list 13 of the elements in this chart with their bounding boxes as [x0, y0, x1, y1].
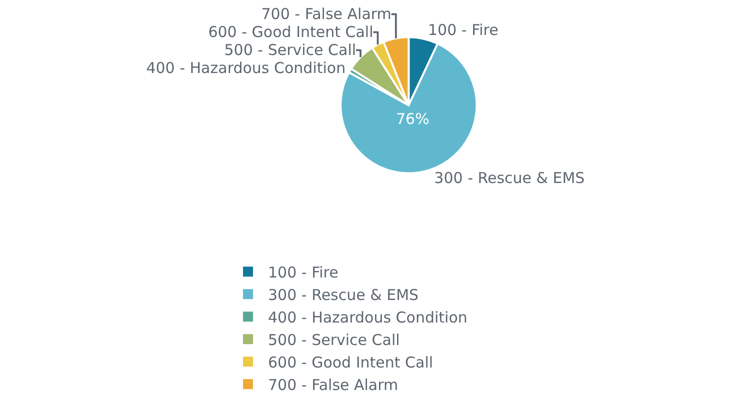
legend-label: 600 - Good Intent Call [268, 353, 434, 372]
category-label: 400 - Hazardous Condition [146, 59, 346, 78]
legend-label: 400 - Hazardous Condition [268, 308, 468, 326]
slice-label: 300 - Rescue & EMS [434, 169, 585, 188]
legend-label: 500 - Service Call [268, 330, 400, 349]
legend-label: 700 - False Alarm [268, 376, 398, 394]
slice-label: 500 - Service Call [224, 41, 356, 60]
slice-label: 100 - Fire [428, 21, 498, 40]
data-label: 76% [396, 110, 430, 128]
legend-label: 100 - Fire [268, 263, 338, 282]
slice-label: 600 - Good Intent Call [208, 23, 374, 42]
legend-label: 300 - Rescue & EMS [268, 286, 419, 304]
slice-label: 700 - False Alarm [261, 5, 392, 24]
